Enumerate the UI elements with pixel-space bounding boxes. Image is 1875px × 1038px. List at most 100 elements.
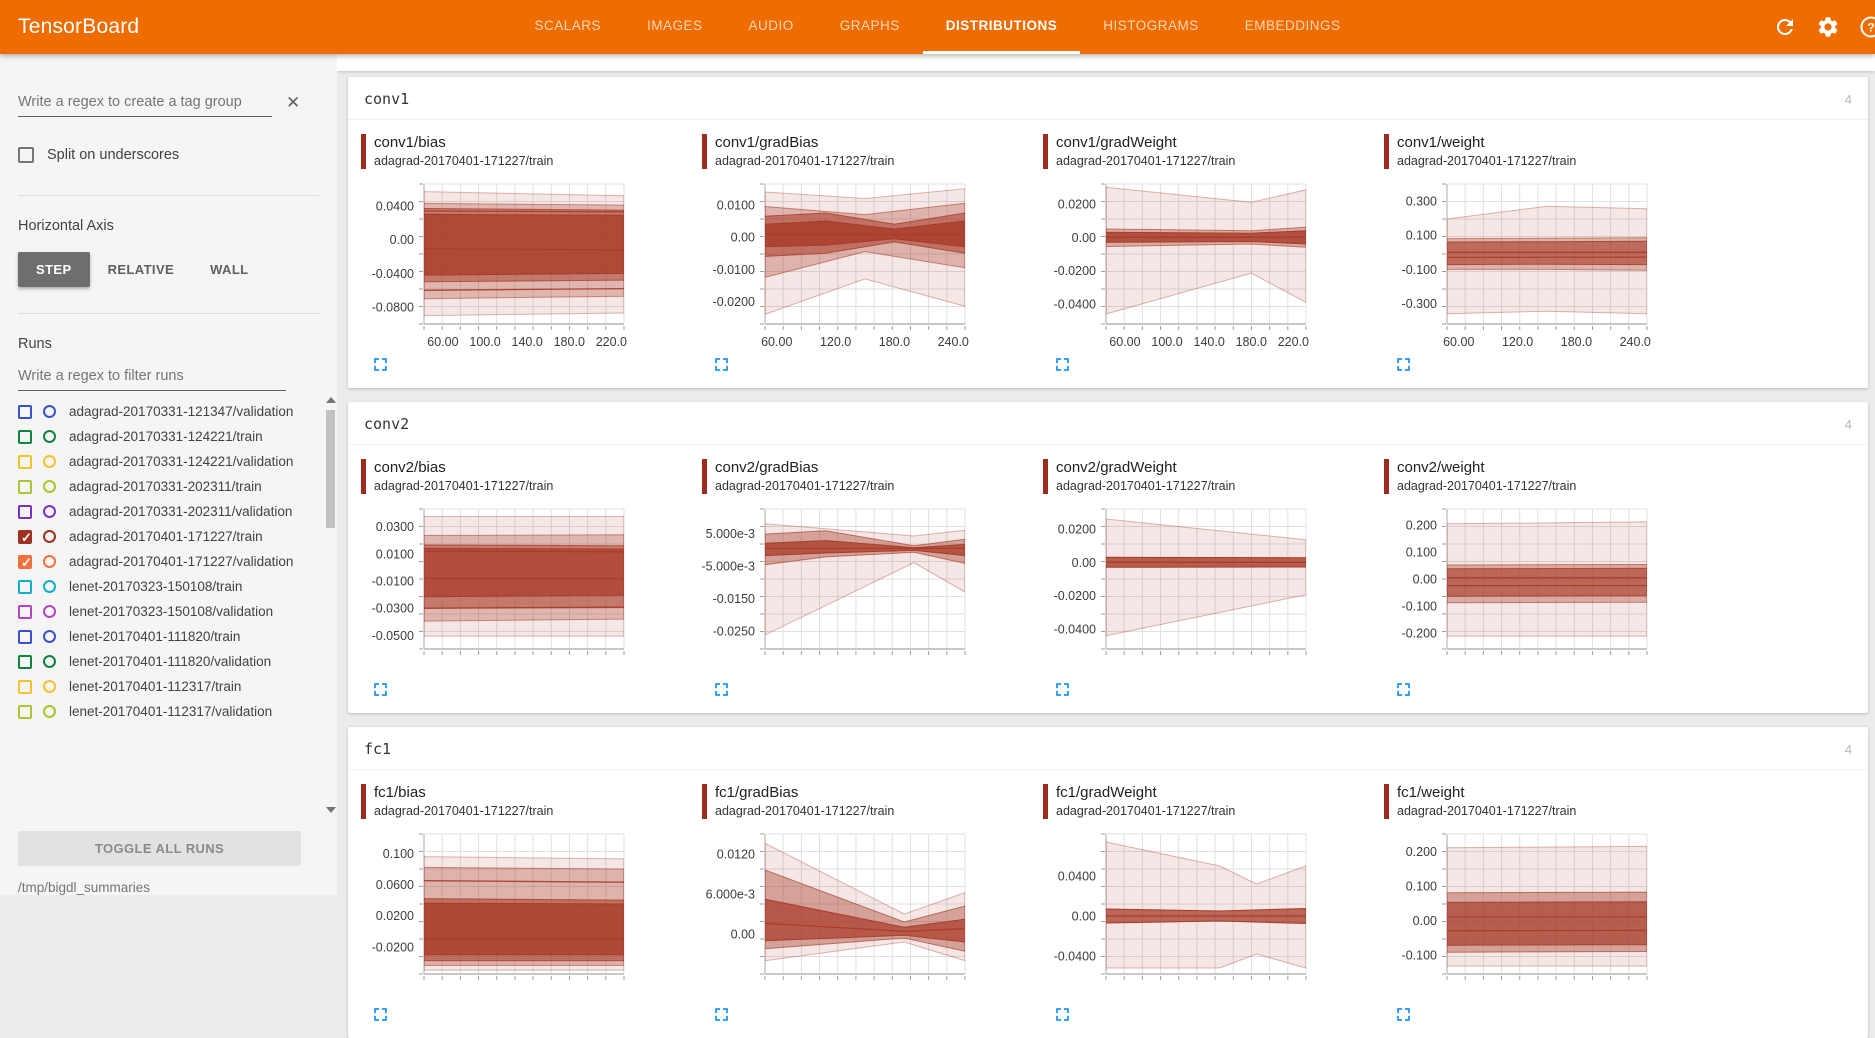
tag-group-title-fc1[interactable]: fc1 (364, 740, 391, 758)
svg-text:0.200: 0.200 (1406, 519, 1437, 533)
expand-icon[interactable] (1054, 356, 1071, 373)
run-name: lenet-20170323-150108/validation (69, 603, 297, 620)
chart-run-name: adagrad-20170401-171227/train (1397, 153, 1722, 169)
chart-tag-title: conv1/bias (374, 134, 699, 152)
run-item[interactable]: lenet-20170401-111820/validation (18, 653, 317, 670)
run-item[interactable]: adagrad-20170331-124221/validation (18, 453, 317, 470)
svg-text:-0.0400: -0.0400 (1054, 298, 1096, 312)
run-item[interactable]: adagrad-20170401-171227/validation (18, 553, 317, 570)
tab-embeddings[interactable]: EMBEDDINGS (1222, 0, 1364, 54)
run-item[interactable]: lenet-20170323-150108/train (18, 578, 317, 595)
run-checkbox[interactable] (18, 680, 32, 694)
toggle-all-runs-button[interactable]: TOGGLE ALL RUNS (18, 831, 301, 866)
expand-icon[interactable] (713, 356, 730, 373)
tab-scalars[interactable]: SCALARS (511, 0, 624, 54)
run-checkbox[interactable] (18, 705, 32, 719)
run-checkbox[interactable] (18, 455, 32, 469)
chart-run-name: adagrad-20170401-171227/train (715, 803, 1040, 819)
run-checkbox[interactable] (18, 505, 32, 519)
run-item[interactable]: lenet-20170401-112317/train (18, 678, 317, 695)
expand-icon[interactable] (713, 1006, 730, 1023)
log-directory-path: /tmp/bigdl_summaries (18, 880, 319, 895)
run-checkbox[interactable] (18, 430, 32, 444)
svg-text:60.00: 60.00 (427, 335, 458, 349)
run-name: adagrad-20170331-202311/validation (69, 503, 297, 520)
svg-text:0.0400: 0.0400 (376, 199, 414, 213)
expand-icon[interactable] (1395, 1006, 1412, 1023)
tab-histograms[interactable]: HISTOGRAMS (1080, 0, 1222, 54)
tab-images[interactable]: IMAGES (624, 0, 726, 54)
axis-option-relative[interactable]: RELATIVE (90, 252, 193, 287)
distribution-chart-card: fc1/gradWeight adagrad-20170401-171227/t… (1040, 784, 1381, 1036)
expand-icon[interactable] (372, 356, 389, 373)
svg-text:-0.0150: -0.0150 (713, 592, 755, 606)
svg-text:0.0200: 0.0200 (376, 909, 414, 923)
svg-text:0.100: 0.100 (383, 847, 414, 861)
run-checkbox[interactable] (18, 655, 32, 669)
expand-icon[interactable] (372, 1006, 389, 1023)
run-checkbox[interactable] (18, 405, 32, 419)
run-checkbox[interactable] (18, 530, 32, 544)
expand-icon[interactable] (1395, 356, 1412, 373)
expand-icon[interactable] (1395, 681, 1412, 698)
distribution-chart-card: conv2/bias adagrad-20170401-171227/train… (358, 459, 699, 711)
run-item[interactable]: lenet-20170323-150108/validation (18, 603, 317, 620)
expand-icon[interactable] (1054, 1006, 1071, 1023)
scrollbar-thumb[interactable] (326, 410, 335, 528)
chart-run-name: adagrad-20170401-171227/train (1056, 153, 1381, 169)
svg-text:0.0100: 0.0100 (376, 547, 414, 561)
svg-text:0.0200: 0.0200 (1058, 198, 1096, 212)
axis-option-step[interactable]: STEP (18, 252, 90, 287)
run-checkbox[interactable] (18, 555, 32, 569)
run-item[interactable]: adagrad-20170331-124221/train (18, 428, 317, 445)
tab-distributions[interactable]: DISTRIBUTIONS (923, 0, 1081, 54)
tag-group-card: conv1 4 conv1/bias adagrad-20170401-1712… (348, 77, 1868, 388)
svg-text:240.0: 240.0 (1620, 335, 1651, 349)
scroll-down-icon[interactable] (326, 807, 336, 813)
run-item[interactable]: adagrad-20170331-121347/validation (18, 403, 317, 420)
run-name: adagrad-20170331-121347/validation (69, 403, 297, 420)
tag-group-card: conv2 4 conv2/bias adagrad-20170401-1712… (348, 402, 1868, 713)
settings-icon[interactable] (1816, 15, 1840, 39)
run-checkbox[interactable] (18, 480, 32, 494)
svg-text:180.0: 180.0 (1236, 335, 1267, 349)
chart-run-name: adagrad-20170401-171227/train (1397, 803, 1722, 819)
runs-scrollbar[interactable] (325, 397, 337, 813)
svg-text:-0.200: -0.200 (1402, 626, 1437, 640)
svg-text:0.00: 0.00 (731, 231, 755, 245)
tab-graphs[interactable]: GRAPHS (817, 0, 923, 54)
scroll-up-icon[interactable] (326, 397, 336, 403)
run-item[interactable]: adagrad-20170401-171227/train (18, 528, 317, 545)
runs-filter-input[interactable] (18, 364, 286, 391)
run-item[interactable]: adagrad-20170331-202311/validation (18, 503, 317, 520)
split-underscores-label: Split on underscores (47, 147, 179, 163)
run-color-circle (43, 580, 56, 593)
run-name: lenet-20170401-111820/validation (69, 653, 297, 670)
svg-text:-0.0500: -0.0500 (372, 629, 414, 643)
svg-text:-0.0200: -0.0200 (372, 940, 414, 954)
split-underscores-checkbox[interactable] (18, 147, 34, 163)
run-item[interactable]: lenet-20170401-112317/validation (18, 703, 317, 720)
axis-option-wall[interactable]: WALL (192, 252, 266, 287)
run-checkbox[interactable] (18, 630, 32, 644)
tag-group-title-conv1[interactable]: conv1 (364, 90, 409, 108)
close-icon[interactable]: ✕ (286, 93, 300, 117)
expand-icon[interactable] (372, 681, 389, 698)
run-item[interactable]: lenet-20170401-111820/train (18, 628, 317, 645)
expand-icon[interactable] (713, 681, 730, 698)
expand-icon[interactable] (1054, 681, 1071, 698)
refresh-icon[interactable] (1773, 15, 1797, 39)
help-icon[interactable]: ? (1859, 15, 1875, 39)
svg-text:-0.100: -0.100 (1402, 948, 1437, 962)
run-checkbox[interactable] (18, 580, 32, 594)
tag-group-title-conv2[interactable]: conv2 (364, 415, 409, 433)
svg-text:-0.0200: -0.0200 (713, 295, 755, 309)
svg-text:-0.0100: -0.0100 (713, 263, 755, 277)
tab-audio[interactable]: AUDIO (725, 0, 816, 54)
tag-group-regex-input[interactable] (18, 90, 272, 117)
run-checkbox[interactable] (18, 605, 32, 619)
svg-text:0.00: 0.00 (731, 928, 755, 942)
run-item[interactable]: adagrad-20170331-202311/train (18, 478, 317, 495)
svg-text:0.0100: 0.0100 (717, 198, 755, 212)
